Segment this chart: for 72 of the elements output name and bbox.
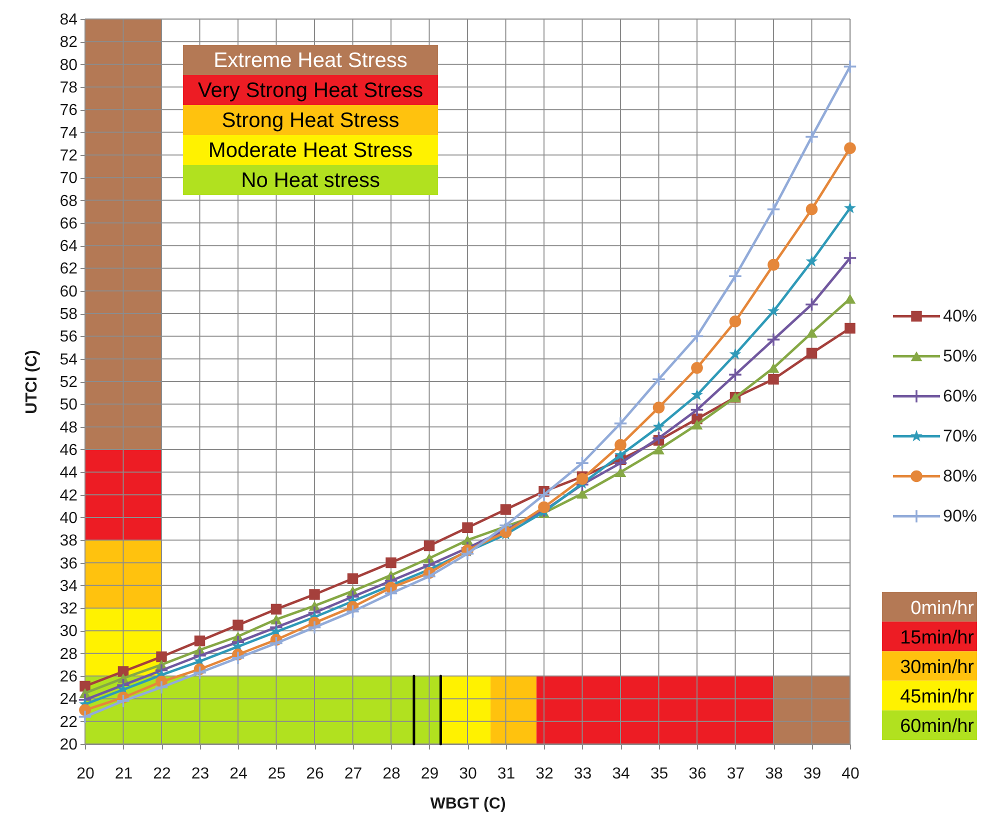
y-tick-label: 48 xyxy=(60,419,78,436)
x-axis-title: WBGT (C) xyxy=(430,796,506,812)
y-tick-label: 34 xyxy=(60,578,78,595)
text: 60min/hr xyxy=(900,716,975,738)
x-tick-label: 23 xyxy=(191,766,210,782)
x-tick-label: 30 xyxy=(459,766,477,782)
y-tick-label: 68 xyxy=(60,192,78,210)
y-tick-label: 24 xyxy=(60,691,78,708)
y-tick-label: 46 xyxy=(60,442,78,459)
legend-label: 40% xyxy=(943,306,978,326)
x-tick-label: 34 xyxy=(612,766,630,782)
x-tick-label: 26 xyxy=(306,766,324,782)
y-tick-label: 30 xyxy=(60,623,78,640)
y-tick-label: 26 xyxy=(60,668,78,686)
x-tick-label: 33 xyxy=(574,766,592,782)
x-tick-label: 39 xyxy=(803,766,822,782)
x-tick-label: 35 xyxy=(650,766,668,782)
x-tick-label: 31 xyxy=(497,766,516,782)
text: 45min/hr xyxy=(900,686,975,708)
text: Moderate Heat Stress xyxy=(208,139,413,162)
y-tick-label: 52 xyxy=(60,374,78,391)
y-axis-title: UTCI (C) xyxy=(24,350,41,414)
x-tick-label: 38 xyxy=(765,766,783,782)
y-tick-label: 42 xyxy=(60,487,78,504)
y-tick-label: 74 xyxy=(60,124,78,142)
text: 15min/hr xyxy=(900,627,975,648)
y-tick-label: 44 xyxy=(60,464,78,482)
y-tick-label: 54 xyxy=(60,351,78,368)
legend-label: 60% xyxy=(943,386,978,406)
y-tick-label: 22 xyxy=(60,714,78,731)
y-tick-label: 36 xyxy=(60,555,78,572)
y-tick-label: 28 xyxy=(60,646,78,663)
y-tick-label: 66 xyxy=(60,215,78,232)
y-tick-label: 72 xyxy=(60,147,78,164)
y-tick-label: 58 xyxy=(60,306,78,324)
y-tick-label: 84 xyxy=(60,12,78,28)
y-tick-label: 20 xyxy=(60,736,78,754)
text: Extreme Heat Stress xyxy=(214,49,408,72)
text: 30min/hr xyxy=(900,657,975,678)
y-tick-label: 76 xyxy=(60,102,78,120)
x-tick-label: 24 xyxy=(230,766,248,782)
y-tick-label: 50 xyxy=(60,396,78,414)
y-tick-label: 80 xyxy=(60,56,78,74)
x-tick-label: 27 xyxy=(344,766,362,782)
text: Strong Heat Stress xyxy=(222,109,400,132)
x-tick-label: 36 xyxy=(688,766,706,782)
y-tick-label: 70 xyxy=(60,170,78,188)
y-tick-label: 56 xyxy=(60,328,78,346)
y-tick-label: 62 xyxy=(60,260,78,278)
x-tick-label: 37 xyxy=(726,766,745,782)
x-tick-label: 40 xyxy=(842,766,860,782)
y-tick-label: 38 xyxy=(60,532,78,550)
text: No Heat stress xyxy=(241,169,380,192)
y-tick-label: 60 xyxy=(60,283,78,300)
x-tick-label: 28 xyxy=(382,766,400,782)
text: Very Strong Heat Stress xyxy=(198,79,424,102)
x-tick-label: 21 xyxy=(114,766,133,782)
legend-label: 70% xyxy=(943,426,978,446)
x-tick-label: 29 xyxy=(420,766,439,782)
x-tick-label: 32 xyxy=(536,766,554,782)
y-tick-label: 64 xyxy=(60,238,78,256)
x-tick-label: 20 xyxy=(76,766,94,782)
y-tick-label: 82 xyxy=(60,34,78,52)
y-tick-label: 78 xyxy=(60,79,78,96)
y-tick-label: 32 xyxy=(60,600,78,618)
x-tick-label: 25 xyxy=(268,766,286,782)
y-tick-label: 40 xyxy=(60,510,78,527)
text: 0min/hr xyxy=(910,598,975,619)
legend-label: 90% xyxy=(943,506,978,526)
x-tick-label: 22 xyxy=(153,766,171,782)
legend-label: 50% xyxy=(943,346,978,366)
legend-label: 80% xyxy=(943,466,978,486)
